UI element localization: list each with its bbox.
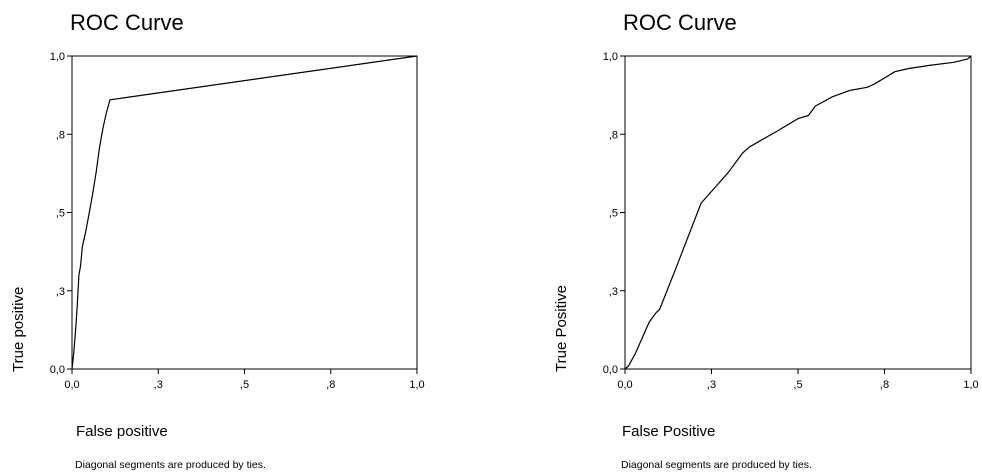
y-tick-label: ,3 (609, 286, 618, 298)
x-tick-label: 1,0 (963, 379, 978, 391)
chart-title: ROC Curve (70, 10, 184, 35)
roc-curve-line (624, 55, 972, 370)
y-tick-label: 1,0 (603, 51, 618, 63)
x-tick-label: 0,0 (617, 379, 632, 391)
x-tick-label: ,3 (707, 379, 716, 391)
y-tick-label: 0,0 (50, 364, 65, 376)
chart-footnote: Diagonal segments are produced by ties. (621, 459, 812, 471)
y-axis-label: True Positive (553, 285, 570, 372)
roc-plot-left: 0,0 ,3 ,5 ,8 1,0 0,0 ,3 ,5 ,8 1,0 (50, 51, 425, 391)
x-tick-label: ,5 (240, 379, 249, 391)
x-tick-label: 1,0 (409, 379, 424, 391)
y-tick-label: ,8 (56, 129, 65, 141)
y-tick-label: 1,0 (50, 51, 65, 63)
x-axis-label: False positive (76, 423, 168, 440)
y-tick-label: ,3 (56, 286, 65, 298)
y-tick-label: ,5 (56, 208, 65, 220)
chart-footnote: Diagonal segments are produced by ties. (75, 459, 266, 471)
y-tick-label: ,5 (609, 208, 618, 220)
y-tick-label: ,8 (609, 129, 618, 141)
x-tick-label: ,5 (793, 379, 802, 391)
x-tick-label: 0,0 (64, 379, 79, 391)
roc-panel-right: ROC Curve 0,0 ,3 ,5 ,8 1,0 0,0 ,3 ,5 ,8 1,0 True … (491, 0, 982, 472)
y-tick-label: 0,0 (603, 364, 618, 376)
x-tick-label: ,3 (154, 379, 163, 391)
x-tick-label: ,8 (880, 379, 889, 391)
roc-panel-left: ROC Curve 0,0 ,3 ,5 ,8 1,0 0,0 ,3 ,5 ,8 1,0 True … (10, 10, 425, 471)
y-axis-label: True positive (10, 286, 27, 372)
roc-curve-line (71, 55, 418, 370)
plot-frame (624, 55, 972, 370)
roc-plot-right: 0,0 ,3 ,5 ,8 1,0 0,0 ,3 ,5 ,8 1,0 (603, 51, 979, 391)
plot-frame (71, 55, 418, 370)
chart-title: ROC Curve (623, 10, 737, 35)
x-tick-label: ,8 (326, 379, 335, 391)
x-axis-label: False Positive (622, 423, 716, 440)
